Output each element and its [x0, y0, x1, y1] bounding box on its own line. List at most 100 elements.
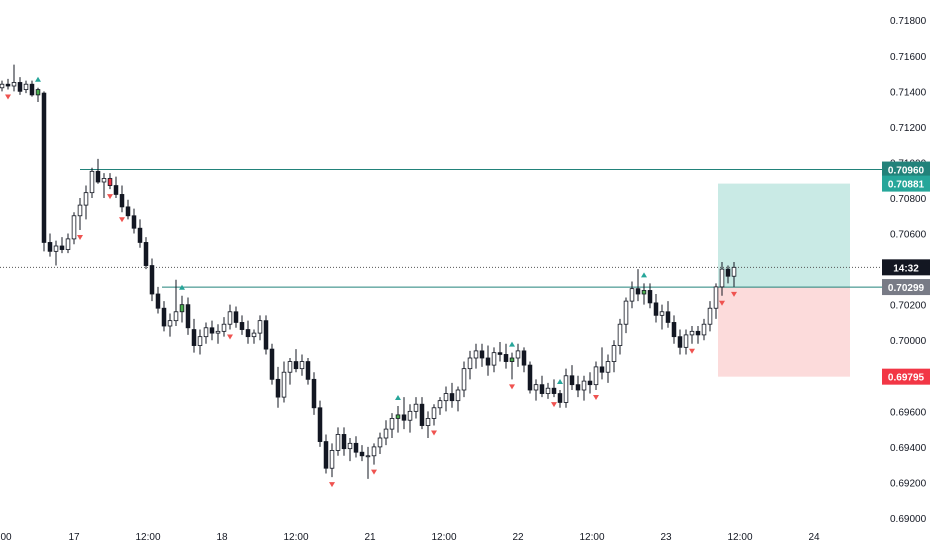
time-tick-label: 18	[216, 532, 228, 543]
candle-body	[53, 245, 59, 252]
candle	[557, 390, 563, 408]
candle	[653, 294, 659, 323]
candle	[203, 322, 209, 344]
candle	[317, 400, 323, 447]
candle-body	[107, 178, 113, 186]
candle-body	[689, 330, 695, 336]
candle	[569, 365, 575, 390]
candle	[599, 347, 605, 380]
stop-price-tag: 0.69795	[882, 368, 930, 385]
candle	[383, 420, 389, 446]
candle	[167, 313, 173, 337]
candle-body	[587, 380, 593, 386]
target-zone	[718, 183, 850, 288]
candle-body	[89, 170, 95, 194]
candle-body	[503, 354, 509, 362]
candle	[341, 427, 347, 456]
time-tick-label: 23	[660, 532, 672, 543]
candle	[623, 297, 629, 334]
candle	[185, 297, 191, 335]
down-arrow-icon	[431, 430, 437, 436]
candle-body	[671, 322, 677, 338]
candle-body	[527, 364, 533, 391]
candle	[11, 64, 17, 92]
candle-body	[443, 393, 449, 402]
up-arrow-icon	[641, 272, 647, 278]
candle-body	[335, 434, 341, 451]
candle	[533, 379, 539, 401]
candle	[275, 366, 281, 408]
candle	[149, 258, 155, 302]
down-arrow-icon	[731, 291, 737, 297]
time-tick-label: 24	[808, 532, 820, 543]
time-axis[interactable]: 00 17 12:00 18 12:00 21 12:00 22 12:00 23 12:00 24	[0, 532, 820, 543]
candle-body	[563, 375, 569, 403]
candle-body	[431, 407, 437, 419]
candle	[0, 80, 5, 92]
candle-body	[137, 227, 143, 243]
candle-body	[707, 307, 713, 325]
time-tick-label: 12:00	[579, 532, 604, 543]
candle	[527, 361, 533, 394]
price-tick-label: 0.71800	[890, 16, 927, 27]
candle	[521, 347, 527, 373]
position-zones	[718, 183, 850, 377]
candle	[215, 324, 221, 344]
candle-body	[29, 83, 35, 96]
down-arrow-icon	[371, 469, 377, 475]
candle-body	[569, 375, 575, 386]
time-tick-label: 12:00	[431, 532, 456, 543]
candle	[359, 445, 365, 462]
candle-body	[449, 393, 455, 402]
candle	[47, 233, 53, 257]
candle-body	[617, 323, 623, 346]
candle-body	[353, 442, 359, 453]
candle-body	[347, 442, 353, 450]
countdown-tag-text: 14:32	[893, 263, 919, 274]
candle-body	[371, 446, 377, 457]
candle-body	[545, 387, 551, 394]
candle	[701, 318, 707, 341]
candle-body	[605, 361, 611, 373]
candle-body	[701, 323, 707, 336]
candle-body	[71, 215, 77, 240]
candle-body	[413, 403, 419, 412]
candle-body	[401, 414, 407, 421]
candle-body	[167, 320, 173, 327]
candle	[617, 318, 623, 355]
time-tick-label: 00	[0, 532, 12, 543]
candle	[257, 315, 263, 341]
candle	[563, 368, 569, 408]
candle	[581, 375, 587, 401]
candle-body	[629, 288, 635, 302]
time-tick-label: 17	[68, 532, 80, 543]
candle-body	[323, 441, 329, 469]
candle	[329, 443, 335, 478]
candle-body	[83, 192, 89, 206]
price-tick-label: 0.70000	[890, 336, 927, 347]
candle	[695, 326, 701, 344]
candle	[437, 397, 443, 415]
candle	[587, 372, 593, 394]
candle-body	[203, 327, 209, 338]
price-tick-label: 0.70800	[890, 194, 927, 205]
price-tick-label: 0.69000	[890, 514, 927, 525]
candle	[689, 326, 695, 344]
candle	[227, 304, 233, 330]
candle-body	[5, 83, 11, 87]
candle	[515, 343, 521, 367]
up-arrow-icon	[179, 284, 185, 290]
candle-body	[683, 334, 689, 348]
candle-body	[677, 336, 683, 348]
price-tick-label: 0.69600	[890, 407, 927, 418]
price-tick-label: 0.69400	[890, 443, 927, 454]
candle-body	[491, 352, 497, 366]
candle	[155, 286, 161, 314]
candle-body	[299, 361, 305, 370]
stop-price-tag-bg	[882, 368, 930, 385]
candle	[425, 411, 431, 438]
candle	[131, 208, 137, 234]
candle	[53, 240, 59, 266]
candle	[503, 343, 509, 369]
